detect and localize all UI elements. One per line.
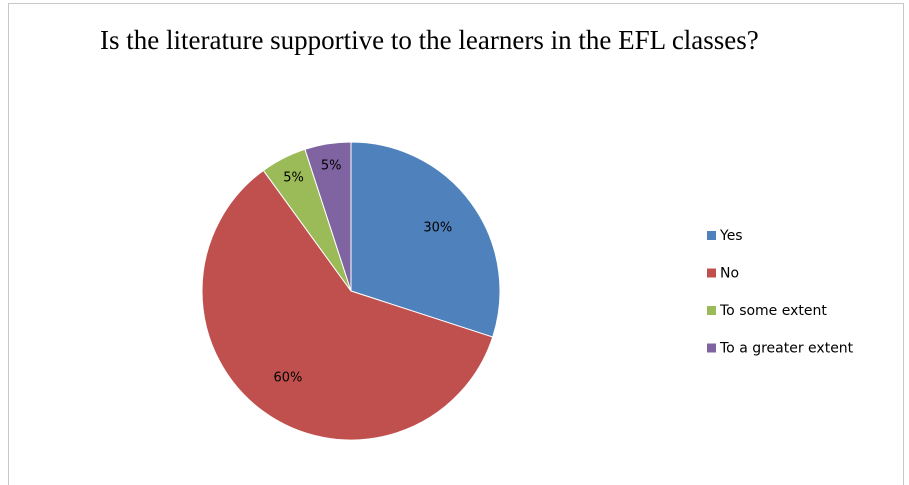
chart-frame [8, 3, 904, 485]
legend-label: To some extent [719, 303, 827, 319]
legend-swatch [707, 306, 716, 315]
legend-swatch [707, 343, 716, 353]
legend-swatch [707, 268, 716, 278]
pie-slice [201, 169, 494, 441]
data-label: 5% [321, 158, 342, 173]
pie-slice [304, 141, 352, 292]
data-label: 5% [283, 171, 304, 186]
data-label: 30% [423, 220, 452, 235]
legend-label: To a greater extent [719, 341, 854, 357]
data-label: 60% [273, 370, 302, 385]
chart-title: Is the literature supportive to the lear… [100, 25, 759, 55]
legend-label: No [720, 266, 739, 282]
pie-slice [350, 141, 501, 338]
legend-swatch [707, 231, 716, 240]
legend-label: Yes [719, 228, 743, 244]
